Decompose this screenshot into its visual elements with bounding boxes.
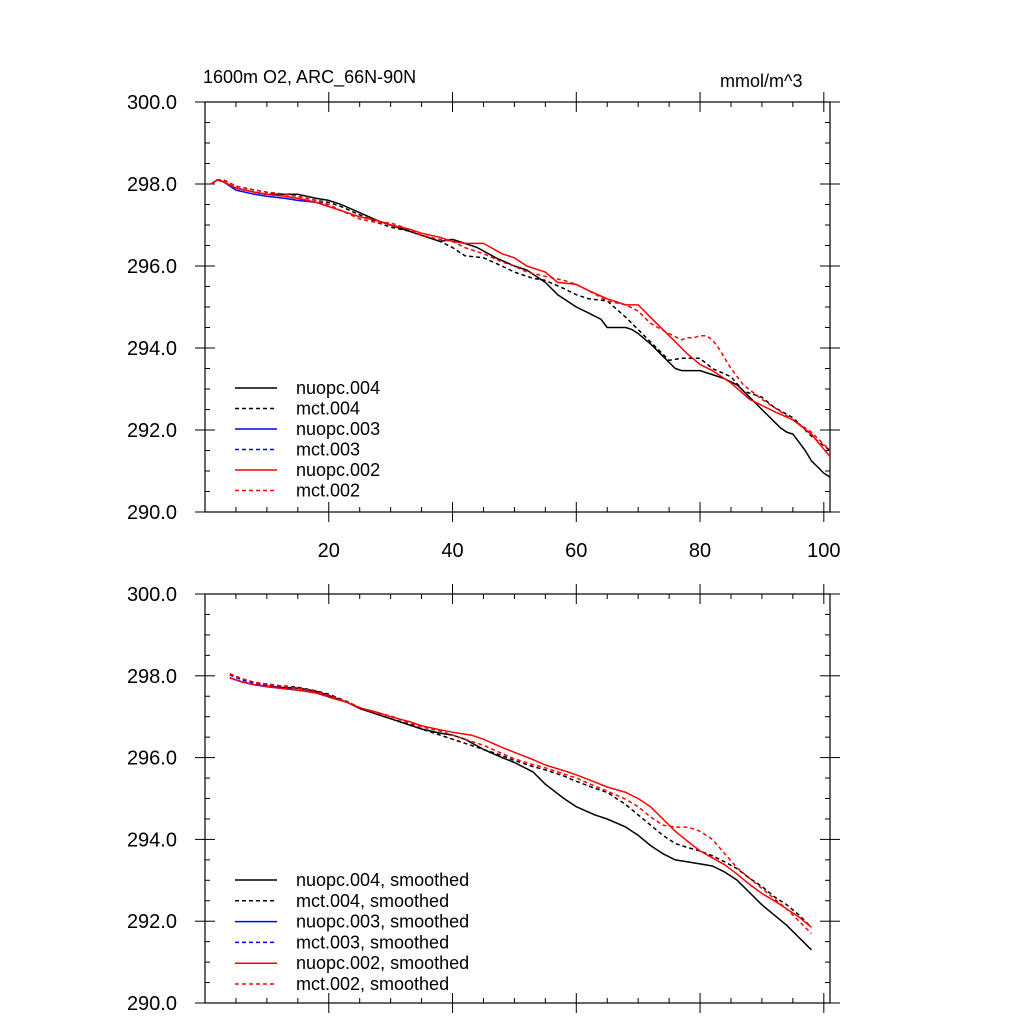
panel-2-series-line-2 (229, 673, 812, 928)
panel-1-legend-label-6: mct.002 (296, 481, 360, 501)
panel-2-y-tick-label: 294.0 (127, 829, 177, 851)
panel-2-legend-label-4: mct.003, smoothed (296, 932, 449, 952)
panel-1-y-tick-label: 292.0 (127, 420, 177, 442)
chart-units: mmol/m^3 (720, 71, 803, 91)
panel-1-series-line-6 (210, 179, 831, 452)
panel-1-legend-label-1: nuopc.004 (296, 378, 380, 398)
panel-2-legend-label-6: mct.002, smoothed (296, 974, 449, 994)
panel-2-legend-label-1: nuopc.004, smoothed (296, 870, 469, 890)
panel-2-legend-label-3: nuopc.003, smoothed (296, 912, 469, 932)
panel-2-y-tick-label: 290.0 (127, 993, 177, 1015)
panel-1-legend-label-3: nuopc.003 (296, 419, 380, 439)
panel-1-legend-label-2: mct.004 (296, 399, 360, 419)
panel-1-x-tick-label: 60 (565, 540, 587, 562)
panel-2-y-tick-label: 300.0 (127, 584, 177, 606)
panel-1-x-tick-label: 100 (807, 540, 840, 562)
panel-1-x-tick-label: 40 (441, 540, 463, 562)
panel-1-series-line-1 (210, 179, 831, 478)
panel-2-y-tick-label: 296.0 (127, 748, 177, 770)
panel-2-legend-label-2: mct.004, smoothed (296, 891, 449, 911)
panel-1-y-tick-label: 296.0 (127, 256, 177, 278)
panel-1-y-tick-label: 298.0 (127, 174, 177, 196)
panel-2-legend-label-5: nuopc.002, smoothed (296, 953, 469, 973)
panel-1-legend-label-5: nuopc.002 (296, 460, 380, 480)
chart-title: 1600m O2, ARC_66N-90N (203, 67, 417, 87)
panel-1-x-tick-label: 20 (318, 540, 340, 562)
panel-2-series-line-6 (229, 673, 812, 935)
panel-1-legend-label-4: mct.003 (296, 440, 360, 460)
panel-1-y-tick-label: 300.0 (127, 92, 177, 114)
panel-2-y-tick-label: 292.0 (127, 911, 177, 933)
panel-2-series-line-5 (229, 677, 812, 928)
panel-1-x-tick-label: 80 (689, 540, 711, 562)
panel-2-y-tick-label: 298.0 (127, 666, 177, 688)
panel-1-y-tick-label: 294.0 (127, 338, 177, 360)
panel-1-series-line-5 (210, 179, 831, 458)
panel-1-y-tick-label: 290.0 (127, 502, 177, 524)
panel-1-series-line-2 (210, 179, 831, 452)
